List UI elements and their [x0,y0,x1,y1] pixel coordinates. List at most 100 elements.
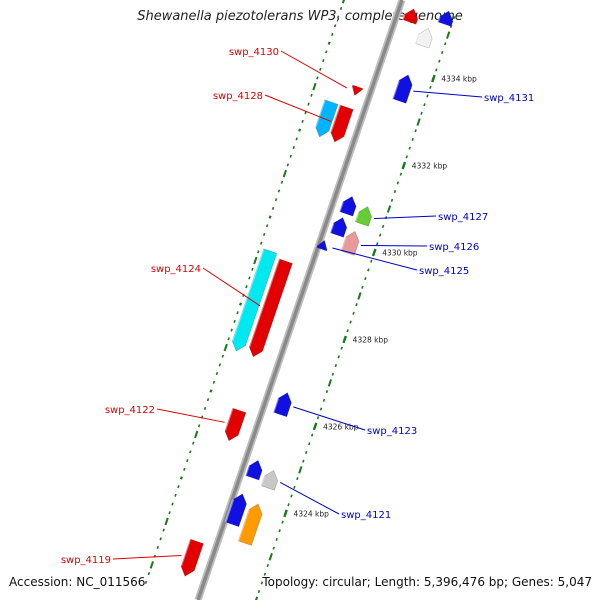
major-tick [371,248,377,257]
gene-highlight [340,236,347,252]
gene-arrow-g-4122[interactable] [224,407,247,442]
kbp-tick [416,118,421,126]
gene-arrow-g-4125[interactable] [315,239,328,252]
backbone-line [196,0,404,600]
gene-label-swp_4130[interactable]: swp_4130 [229,47,279,58]
major-tick [327,41,331,45]
minor-tick [162,528,165,532]
label-leader [332,247,418,271]
gene-label-swp_4127[interactable]: swp_4127 [438,212,488,223]
minor-tick [331,372,335,376]
gene-highlight [401,14,406,20]
minor-tick [257,250,260,254]
gene-label-swp_4125[interactable]: swp_4125 [419,266,469,277]
minor-tick [293,485,296,489]
minor-tick [319,67,322,71]
minor-tick [274,198,278,202]
minor-tick [251,267,254,271]
minor-tick [438,59,441,63]
minor-tick [310,433,314,437]
gene-label-swp_4122[interactable]: swp_4122 [105,405,155,416]
gene-label-swp_4128[interactable]: swp_4128 [213,91,263,102]
gene-highlight [272,398,280,413]
gene-arrow-g-4124b[interactable] [231,248,278,352]
minor-tick [260,241,263,245]
minor-tick [405,155,408,159]
gene-arrow-g-4127b[interactable] [339,196,357,217]
gene-arrow-g-4124[interactable] [248,258,293,358]
gene-label-swp_4126[interactable]: swp_4126 [429,242,479,253]
kbp-tick [268,553,273,561]
minor-tick [396,181,400,185]
gene-arrow-g-4120[interactable] [237,503,263,546]
minor-tick [340,346,343,350]
minor-tick [171,502,174,506]
gene-arrow-g-4129[interactable] [315,99,339,138]
minor-tick [429,85,432,89]
major-tick [179,476,183,480]
gene-arrow-g-4128[interactable] [330,104,354,143]
minor-tick [245,285,248,289]
gene-arrow-g-4126b[interactable] [329,217,348,238]
gene-highlight [223,407,234,431]
gene-arrow-g-4131[interactable] [392,74,413,104]
minor-tick [399,172,403,176]
minor-tick [144,580,148,584]
gene-arrow-g-top-red[interactable] [402,8,419,25]
minor-tick [280,180,284,184]
minor-tick [266,563,270,568]
major-tick [239,302,243,306]
gene-arrow-g-top-white[interactable] [415,27,433,49]
minor-tick [378,233,382,237]
gene-label-swp_4131[interactable]: swp_4131 [484,93,534,104]
topology-text: Topology: circular; Length: 5,396,476 bp… [262,575,592,589]
kbp-tick [223,343,228,352]
gene-highlight [248,258,281,348]
scale-label: 4330 kbp [382,248,418,257]
label-leader [112,555,182,560]
gene-labels: swp_4131 swp_4130 swp_4128 swp_4127 swp_4126… [61,47,534,566]
gene-arrow-g-4121b[interactable] [245,459,263,481]
minor-tick [322,58,325,63]
label-leader [202,267,261,307]
minor-tick [316,416,320,420]
major-tick [209,389,213,393]
major-tick [401,161,407,170]
minor-tick [322,398,326,402]
gene-highlight [436,16,441,23]
kbp-tick [298,466,303,474]
minor-tick [227,337,230,341]
gene-arrow-g-top-blue[interactable] [437,10,454,27]
minor-tick [334,363,338,368]
gene-arrow-g-4120b[interactable] [225,493,247,527]
major-tick [298,128,302,132]
gene-arrow-g-4126[interactable] [340,230,360,256]
minor-tick [349,320,352,324]
gene-label-swp_4119[interactable]: swp_4119 [61,555,111,566]
major-tick [283,509,288,518]
minor-tick [414,129,417,133]
gene-label-swp_4124[interactable]: swp_4124 [151,264,201,275]
minor-tick [203,406,207,410]
minor-tick [367,268,370,272]
gene-label-swp_4123[interactable]: swp_4123 [367,426,417,437]
major-tick [342,335,347,344]
gene-arrow-g-4121[interactable] [260,470,279,491]
gene-arrow-g-4130[interactable] [351,84,364,97]
kbp-tick [253,256,258,265]
label-leader [360,244,428,247]
minor-tick [183,467,186,471]
scale-label: 4332 kbp [412,162,448,171]
gene-arrow-g-4127[interactable] [354,206,372,227]
gene-arrow-g-4119[interactable] [180,538,204,577]
gene-label-swp_4121[interactable]: swp_4121 [341,510,391,521]
minor-tick [278,529,281,533]
scale-ticks: 4334 kbp 4332 kbp 4330 kbp 4328 kbp 4326 kbp… [144,0,477,600]
gene-arrow-g-4123[interactable] [273,392,292,418]
minor-tick [361,285,364,289]
major-tick [268,215,272,219]
kbp-tick [357,292,362,300]
kbp-tick [341,0,345,4]
label-leader [279,482,340,515]
minor-tick [308,442,311,446]
